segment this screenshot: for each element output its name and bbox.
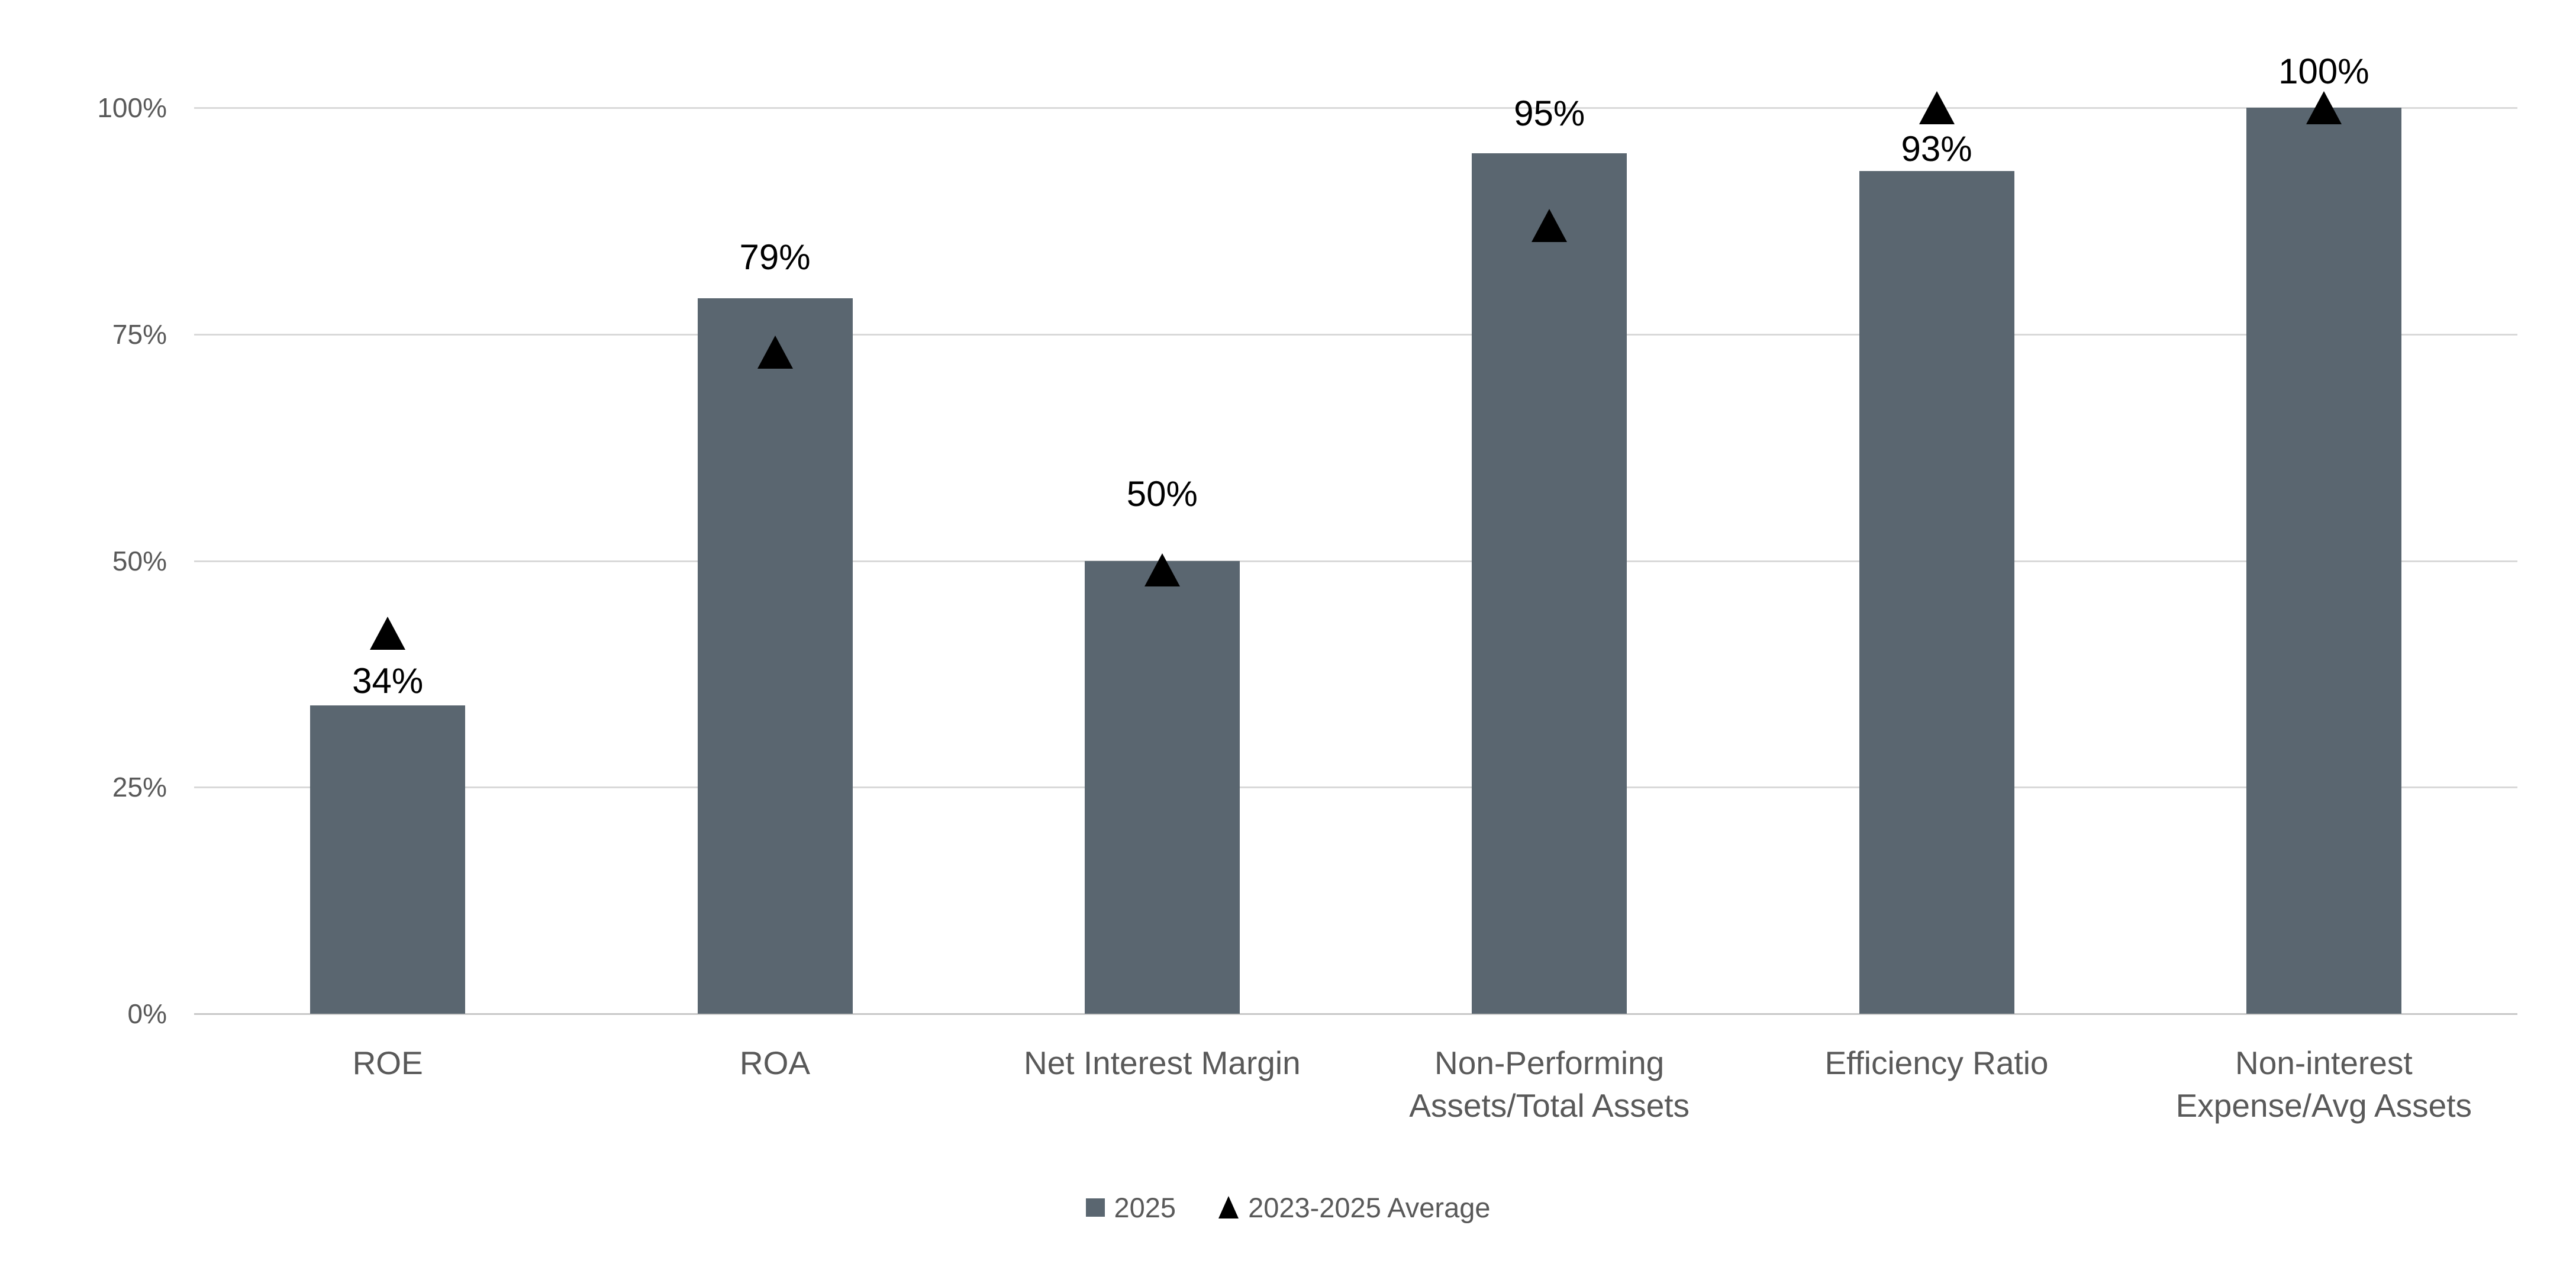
average-triangle-icon-2 <box>1144 553 1180 586</box>
category-label-2: Net Interest Margin <box>1023 1045 1301 1081</box>
average-triangle-icon-4 <box>1919 91 1955 124</box>
bar-1 <box>697 298 853 1014</box>
category-label-5: Non-interest Expense/Avg Assets <box>2175 1045 2472 1124</box>
bar-data-label-4: 93% <box>1901 129 1972 169</box>
category-label-0: ROE <box>352 1045 423 1081</box>
legend-label: 2025 <box>1114 1191 1176 1223</box>
y-gridline-25 <box>194 786 2517 789</box>
bar-2 <box>1084 560 1240 1014</box>
y-tick-label-100: 100% <box>97 92 167 123</box>
legend: 2025 2023-2025 Average <box>0 1187 2576 1227</box>
legend-square-swatch-icon <box>1085 1198 1105 1217</box>
y-gridline-0 <box>194 1013 2517 1015</box>
bar-4 <box>1859 171 2014 1014</box>
y-gridline-75 <box>194 333 2517 336</box>
y-tick-label-75: 75% <box>112 318 167 350</box>
legend-item-bars: 2025 <box>1085 1191 1176 1224</box>
bar-data-label-1: 79% <box>739 237 811 277</box>
bar-data-label-0: 34% <box>352 661 424 701</box>
bar-0 <box>310 705 466 1014</box>
bar-data-label-3: 95% <box>1514 93 1585 133</box>
y-tick-label-0: 0% <box>127 998 167 1029</box>
average-triangle-icon-5 <box>2306 91 2342 124</box>
y-tick-label-25: 25% <box>112 772 167 803</box>
average-triangle-icon-1 <box>757 336 793 369</box>
y-gridline-100 <box>194 107 2517 109</box>
legend-triangle-icon <box>1218 1196 1239 1218</box>
bar-3 <box>1472 153 1627 1014</box>
legend-label: 2023-2025 Average <box>1248 1191 1491 1223</box>
bar-data-label-5: 100% <box>2278 51 2369 91</box>
y-tick-label-50: 50% <box>112 545 167 576</box>
average-triangle-icon-0 <box>370 616 406 650</box>
category-label-3: Non-Performing Assets/Total Assets <box>1409 1045 1690 1124</box>
category-label-4: Efficiency Ratio <box>1824 1045 2049 1081</box>
average-triangle-icon-3 <box>1532 209 1568 243</box>
y-gridline-50 <box>194 560 2517 562</box>
bar-data-label-2: 50% <box>1126 473 1198 514</box>
bar-5 <box>2246 108 2401 1014</box>
category-label-1: ROA <box>739 1045 811 1081</box>
legend-item-average: 2023-2025 Average <box>1218 1191 1491 1224</box>
